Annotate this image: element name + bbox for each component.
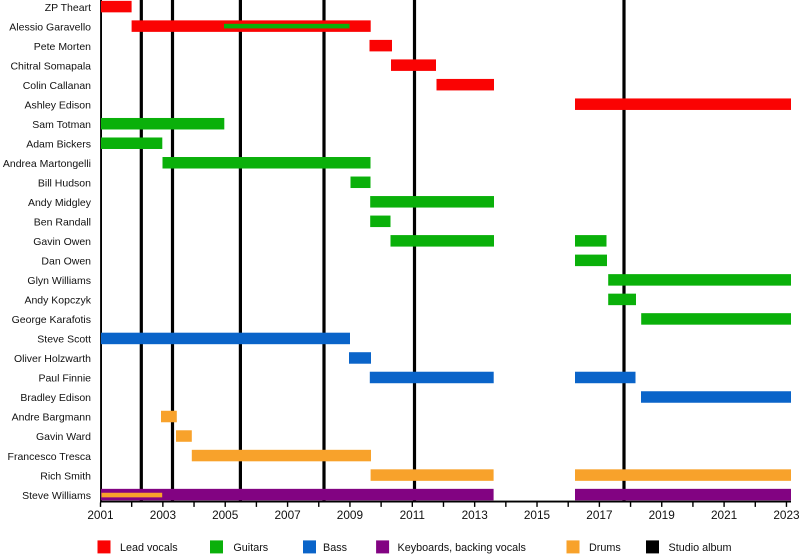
- svg-text:Bill Hudson: Bill Hudson: [38, 177, 91, 189]
- svg-text:Chitral Somapala: Chitral Somapala: [10, 60, 91, 72]
- svg-text:Pete Morten: Pete Morten: [34, 41, 91, 53]
- svg-text:2013: 2013: [462, 508, 489, 522]
- svg-text:Gavin Owen: Gavin Owen: [33, 236, 91, 248]
- svg-text:2011: 2011: [400, 508, 425, 522]
- svg-text:2009: 2009: [337, 508, 363, 522]
- svg-text:George Karafotis: George Karafotis: [12, 314, 91, 326]
- svg-text:2019: 2019: [649, 508, 675, 522]
- svg-text:Francesco Tresca: Francesco Tresca: [8, 451, 92, 463]
- svg-text:Alessio Garavello: Alessio Garavello: [9, 21, 91, 33]
- svg-text:Rich Smith: Rich Smith: [40, 470, 91, 482]
- svg-text:Bradley Edison: Bradley Edison: [20, 392, 91, 404]
- svg-text:2023: 2023: [773, 508, 800, 522]
- svg-text:Sam Totman: Sam Totman: [32, 119, 91, 131]
- svg-text:Studio album: Studio album: [669, 542, 732, 554]
- svg-text:Gavin Ward: Gavin Ward: [36, 431, 91, 443]
- svg-text:Bass: Bass: [323, 542, 348, 554]
- svg-text:2015: 2015: [524, 508, 551, 522]
- svg-text:Ashley Edison: Ashley Edison: [24, 99, 91, 111]
- svg-text:2005: 2005: [212, 508, 239, 522]
- svg-text:Oliver Holzwarth: Oliver Holzwarth: [14, 353, 91, 365]
- svg-text:Andrea Martongelli: Andrea Martongelli: [3, 158, 91, 170]
- svg-text:Adam Bickers: Adam Bickers: [26, 138, 91, 150]
- svg-text:2007: 2007: [274, 508, 300, 522]
- svg-text:Guitars: Guitars: [233, 542, 268, 554]
- svg-text:ZP Theart: ZP Theart: [45, 2, 91, 14]
- svg-text:Colin Callanan: Colin Callanan: [23, 80, 91, 92]
- svg-text:Ben Randall: Ben Randall: [34, 217, 91, 229]
- svg-text:2017: 2017: [586, 508, 612, 522]
- svg-text:Paul Finnie: Paul Finnie: [38, 373, 91, 385]
- svg-text:Keyboards, backing vocals: Keyboards, backing vocals: [398, 542, 527, 554]
- svg-text:Glyn Williams: Glyn Williams: [27, 275, 91, 287]
- svg-text:2001: 2001: [87, 508, 113, 522]
- svg-text:Lead vocals: Lead vocals: [120, 542, 178, 554]
- svg-text:Steve Scott: Steve Scott: [37, 334, 91, 346]
- svg-text:Andre Bargmann: Andre Bargmann: [12, 412, 92, 424]
- svg-text:Drums: Drums: [589, 542, 621, 554]
- svg-text:Dan Owen: Dan Owen: [41, 256, 91, 268]
- svg-text:Steve Williams: Steve Williams: [22, 490, 91, 502]
- svg-text:2021: 2021: [711, 508, 737, 522]
- svg-text:Andy Kopczyk: Andy Kopczyk: [24, 295, 91, 307]
- svg-text:2003: 2003: [150, 508, 177, 522]
- svg-text:Andy Midgley: Andy Midgley: [28, 197, 92, 209]
